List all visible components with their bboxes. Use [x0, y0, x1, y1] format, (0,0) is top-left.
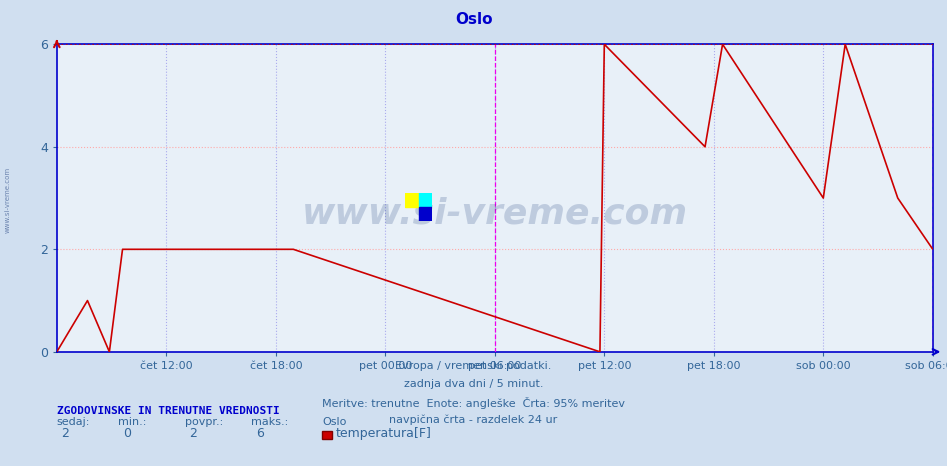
Text: povpr.:: povpr.: — [185, 418, 223, 427]
Text: 0: 0 — [123, 427, 131, 440]
Text: www.si-vreme.com: www.si-vreme.com — [5, 167, 10, 233]
Bar — [419, 193, 432, 207]
Text: maks.:: maks.: — [251, 418, 288, 427]
Text: temperatura[F]: temperatura[F] — [335, 427, 431, 440]
Text: 2: 2 — [62, 427, 69, 440]
Text: navpična črta - razdelek 24 ur: navpična črta - razdelek 24 ur — [389, 414, 558, 425]
Text: Oslo: Oslo — [322, 418, 347, 427]
Text: Meritve: trenutne  Enote: angleške  Črta: 95% meritev: Meritve: trenutne Enote: angleške Črta: … — [322, 397, 625, 409]
Text: www.si-vreme.com: www.si-vreme.com — [302, 197, 688, 230]
Bar — [405, 193, 419, 207]
Text: ZGODOVINSKE IN TRENUTNE VREDNOSTI: ZGODOVINSKE IN TRENUTNE VREDNOSTI — [57, 406, 279, 416]
Text: Oslo: Oslo — [455, 12, 492, 27]
Text: Evropa / vremenski podatki.: Evropa / vremenski podatki. — [395, 361, 552, 371]
Text: 6: 6 — [256, 427, 263, 440]
Text: min.:: min.: — [118, 418, 147, 427]
Text: sedaj:: sedaj: — [57, 418, 90, 427]
Bar — [419, 207, 432, 221]
Text: zadnja dva dni / 5 minut.: zadnja dva dni / 5 minut. — [403, 379, 544, 389]
Text: 2: 2 — [189, 427, 197, 440]
